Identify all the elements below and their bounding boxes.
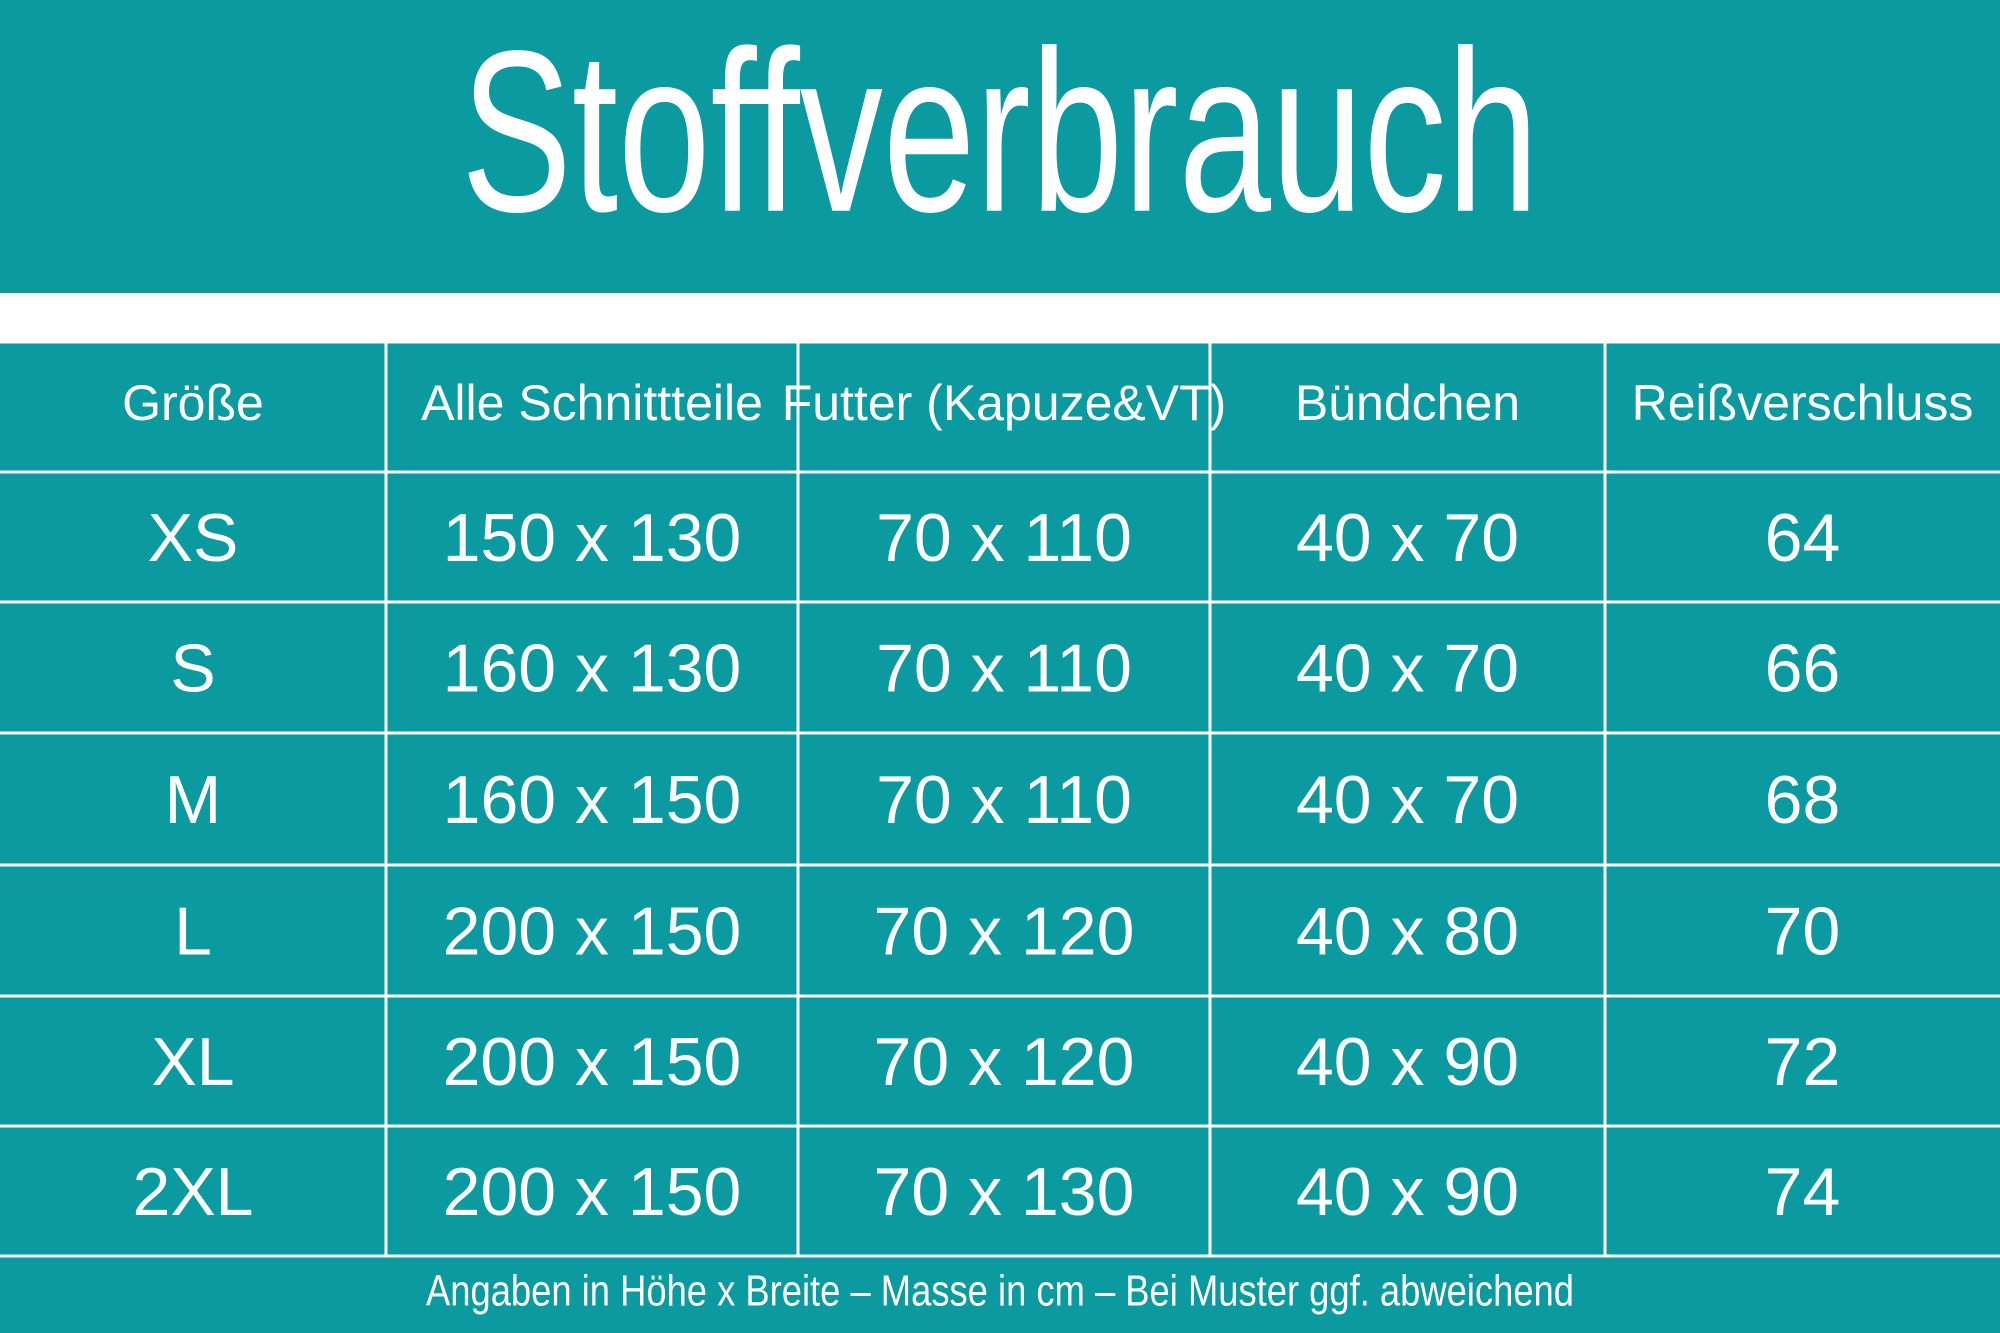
table-cell: 40 x 70 — [1296, 762, 1519, 838]
table-cell: 74 — [1765, 1154, 1841, 1230]
table-cell: 2XL — [133, 1154, 254, 1230]
header-band — [0, 0, 2000, 293]
table-cell: 200 x 150 — [443, 1154, 742, 1230]
table-cell: 40 x 80 — [1296, 893, 1519, 969]
table-cell: 70 x 120 — [874, 1024, 1135, 1100]
table-cell: 160 x 150 — [443, 762, 742, 838]
title: Stoffverbrauch — [461, 3, 1539, 260]
table-cell: 150 x 130 — [443, 500, 742, 576]
table-cell: 68 — [1765, 762, 1841, 838]
column-header: Reißverschluss — [1632, 375, 1974, 431]
table-cell: 66 — [1765, 630, 1841, 706]
table-cell: 40 x 70 — [1296, 630, 1519, 706]
table-cell: XL — [151, 1024, 234, 1100]
table-cell: 200 x 150 — [443, 1024, 742, 1100]
table-cell: 70 x 110 — [876, 762, 1132, 838]
table-cell: S — [170, 630, 215, 706]
table-cell: 70 x 110 — [876, 500, 1132, 576]
footer-note: Angaben in Höhe x Breite – Masse in cm –… — [426, 1267, 1574, 1316]
table-cell: 200 x 150 — [443, 893, 742, 969]
column-header: Bündchen — [1295, 375, 1520, 431]
table-cell: M — [165, 762, 222, 838]
column-header: Größe — [122, 375, 264, 431]
table-band — [0, 342, 2000, 1333]
table-cell: 70 x 130 — [874, 1154, 1135, 1230]
table-cell: 72 — [1765, 1024, 1841, 1100]
table-cell: 64 — [1765, 500, 1841, 576]
column-header: Alle Schnittteile — [421, 375, 763, 431]
table-cell: 70 — [1765, 893, 1841, 969]
table-cell: 40 x 90 — [1296, 1024, 1519, 1100]
table-cell: XS — [148, 500, 239, 576]
table-cell: 40 x 70 — [1296, 500, 1519, 576]
table-cell: 70 x 120 — [874, 893, 1135, 969]
table-cell: 40 x 90 — [1296, 1154, 1519, 1230]
table-cell: 70 x 110 — [876, 630, 1132, 706]
table-cell: 160 x 130 — [443, 630, 742, 706]
column-header: Futter (Kapuze&VT) — [782, 375, 1227, 431]
table-cell: L — [174, 893, 212, 969]
